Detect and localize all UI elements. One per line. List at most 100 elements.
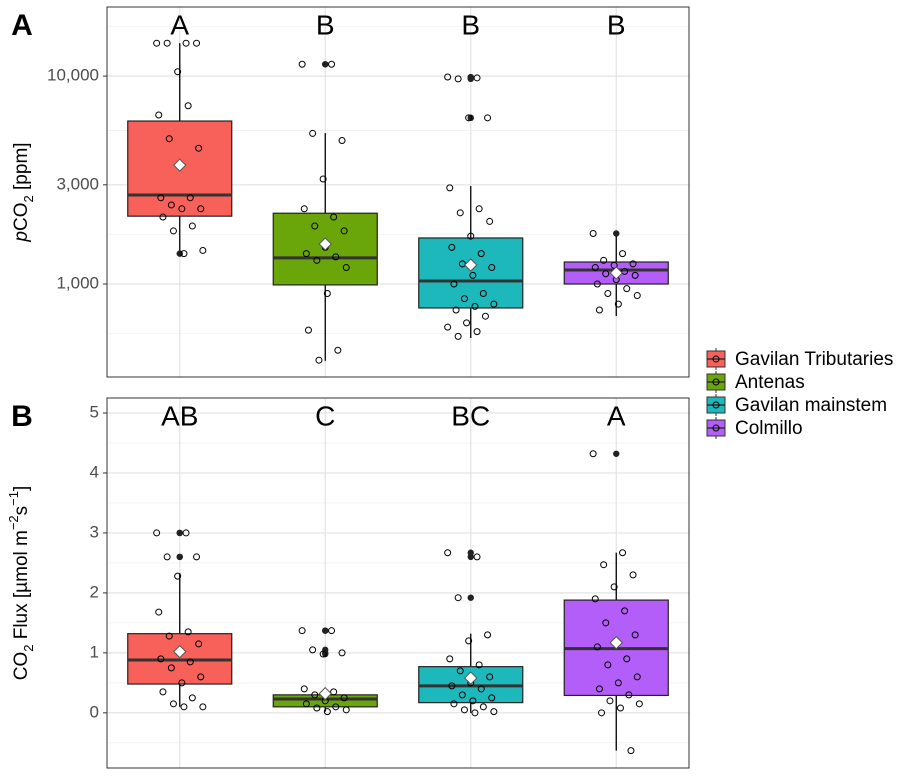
point xyxy=(328,60,336,68)
point xyxy=(300,685,308,693)
point xyxy=(444,549,452,557)
point xyxy=(488,264,496,272)
legend-label: Antenas xyxy=(735,372,805,393)
point xyxy=(477,250,485,258)
point xyxy=(159,688,167,696)
point xyxy=(486,673,494,681)
outlier xyxy=(613,450,620,457)
point xyxy=(465,114,473,122)
point xyxy=(167,664,175,672)
point xyxy=(153,39,161,47)
point xyxy=(157,655,165,663)
legend-label: Gavilan Tributaries xyxy=(735,349,893,370)
group-letter: B xyxy=(461,9,480,40)
point xyxy=(309,129,317,137)
point xyxy=(490,708,498,716)
outlier xyxy=(613,230,620,237)
point xyxy=(197,673,205,681)
point xyxy=(188,694,196,702)
point xyxy=(184,628,192,636)
mean xyxy=(464,671,478,685)
point xyxy=(169,227,177,235)
mean xyxy=(609,266,623,280)
point xyxy=(319,650,327,658)
point xyxy=(473,553,481,561)
point xyxy=(450,280,458,288)
legend-label: Colmillo xyxy=(735,418,803,439)
point xyxy=(332,253,340,261)
mean xyxy=(464,258,478,272)
point xyxy=(477,685,485,693)
outlier xyxy=(467,75,474,83)
y-tick-label: 1,000 xyxy=(56,273,99,292)
point xyxy=(334,346,342,354)
point xyxy=(313,256,321,264)
panel: 1,000 3,000 10,000 pCO2 [ppm] A A B B B xyxy=(11,6,690,378)
point xyxy=(591,264,599,272)
group-letter: B xyxy=(607,9,626,40)
outlier xyxy=(467,553,474,561)
outlier xyxy=(467,114,474,122)
point xyxy=(311,691,319,699)
point xyxy=(446,655,454,663)
point xyxy=(174,572,182,580)
point xyxy=(633,673,641,681)
point xyxy=(302,250,310,258)
point xyxy=(469,271,477,279)
y-axis-title-part: 2 xyxy=(21,195,36,202)
point xyxy=(610,261,618,269)
group-letter: BC xyxy=(451,400,490,431)
point xyxy=(454,332,462,340)
point xyxy=(454,594,462,602)
point xyxy=(311,222,319,230)
y-tick-label: 1 xyxy=(90,642,99,661)
point xyxy=(484,114,492,122)
y-axis-title-part: Flux [µmol m xyxy=(11,530,32,644)
point xyxy=(330,213,338,221)
point xyxy=(488,694,496,702)
outlier xyxy=(176,529,183,537)
outlier xyxy=(322,61,329,68)
point xyxy=(616,704,624,712)
point xyxy=(155,608,163,616)
group-letter: AB xyxy=(161,400,198,431)
point xyxy=(471,709,479,717)
point xyxy=(155,111,163,119)
point xyxy=(195,144,203,152)
point xyxy=(188,222,196,230)
mean xyxy=(173,158,187,172)
y-tick-label: 4 xyxy=(90,462,99,481)
point xyxy=(460,295,468,303)
point xyxy=(475,205,483,213)
y-axis-title-part: −1 xyxy=(6,491,21,506)
point xyxy=(338,649,346,657)
point xyxy=(610,583,618,591)
point xyxy=(619,250,627,258)
point xyxy=(631,271,639,279)
point xyxy=(452,306,460,314)
point xyxy=(465,637,473,645)
point xyxy=(606,697,614,705)
point xyxy=(199,703,207,711)
point xyxy=(600,561,608,569)
mean xyxy=(173,644,187,659)
mean xyxy=(318,237,332,251)
point xyxy=(330,688,338,696)
group-letter: A xyxy=(607,400,626,431)
y-axis-title-part: CO xyxy=(11,652,32,681)
point xyxy=(473,328,481,336)
point xyxy=(458,691,466,699)
point xyxy=(602,619,610,627)
y-tick-label: 3 xyxy=(90,522,99,541)
point xyxy=(627,747,635,755)
point xyxy=(165,135,173,143)
point xyxy=(304,326,312,334)
point xyxy=(463,319,471,327)
y-axis-title-part: p xyxy=(11,231,32,243)
panel-label: B xyxy=(11,400,33,433)
point xyxy=(167,201,175,209)
point xyxy=(309,646,317,654)
